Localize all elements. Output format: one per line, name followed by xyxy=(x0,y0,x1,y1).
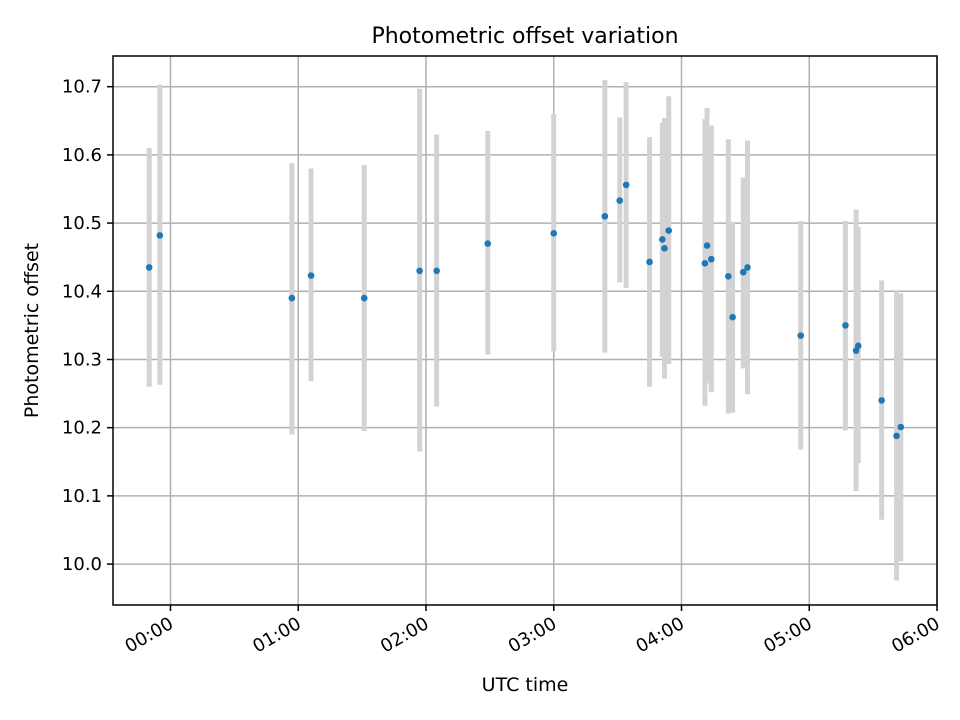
x-axis-label: UTC time xyxy=(482,674,569,696)
y-tick-label: 10.4 xyxy=(62,281,102,302)
data-point xyxy=(484,240,492,247)
chart-title: Photometric offset variation xyxy=(371,24,678,49)
data-point xyxy=(739,268,747,276)
y-axis-label: Photometric offset xyxy=(21,243,43,418)
data-point xyxy=(854,342,862,350)
data-point xyxy=(307,272,315,279)
y-tick-label: 10.7 xyxy=(62,77,102,98)
data-point xyxy=(897,423,905,431)
data-point xyxy=(659,236,666,243)
y-tick-label: 10.0 xyxy=(62,554,102,575)
data-point xyxy=(601,212,609,220)
y-tick-label: 10.3 xyxy=(62,349,102,370)
y-tick-label: 10.2 xyxy=(62,418,102,439)
data-point xyxy=(893,432,900,440)
data-point xyxy=(145,264,153,271)
data-points xyxy=(145,181,905,440)
data-point xyxy=(622,181,630,189)
plot-frame xyxy=(112,55,938,606)
data-point xyxy=(878,397,885,404)
data-point xyxy=(616,197,624,204)
data-point xyxy=(725,272,732,280)
data-point xyxy=(797,332,805,339)
data-point xyxy=(729,313,736,321)
y-tick-label: 10.5 xyxy=(62,213,102,234)
data-point xyxy=(842,322,849,329)
data-point xyxy=(156,232,164,239)
data-point xyxy=(703,242,711,249)
data-point xyxy=(661,245,668,252)
data-point xyxy=(665,227,673,234)
data-point xyxy=(360,294,368,302)
data-point xyxy=(416,267,423,275)
y-tick-label: 10.1 xyxy=(62,486,102,507)
y-tick-label: 10.6 xyxy=(62,145,102,166)
data-point xyxy=(288,294,296,302)
data-point xyxy=(646,258,653,266)
data-point xyxy=(433,267,440,275)
data-point xyxy=(744,264,751,271)
data-point xyxy=(701,260,709,267)
data-point xyxy=(708,255,715,263)
data-point xyxy=(550,230,558,237)
